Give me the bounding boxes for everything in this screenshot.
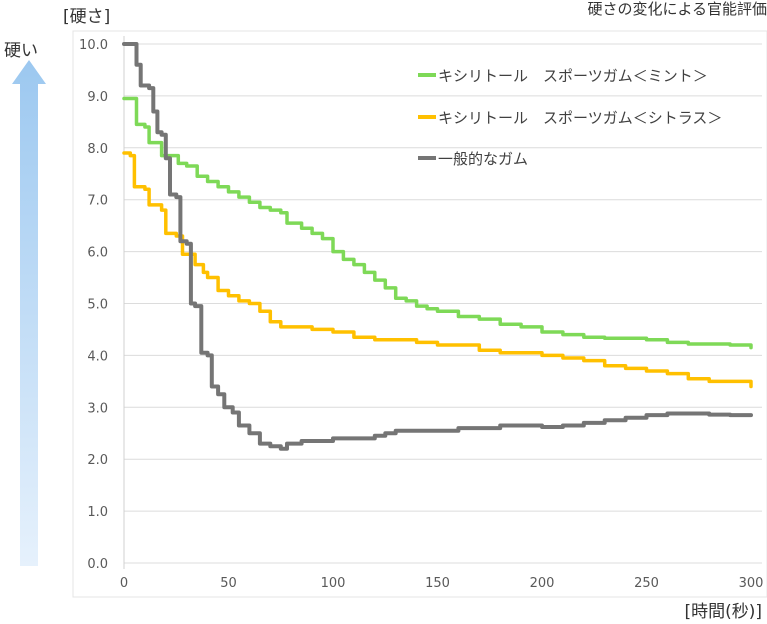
x-tick-label: 150 xyxy=(425,576,450,591)
y-axis-title: [硬さ] xyxy=(63,7,110,27)
hardness-arrow-icon xyxy=(12,60,46,566)
y-tick-label: 8.0 xyxy=(87,142,108,157)
legend-label: キシリトール スポーツガム＜ミント＞ xyxy=(438,67,708,85)
y-tick-label: 6.0 xyxy=(87,246,108,261)
y-tick-label: 0.0 xyxy=(87,557,108,572)
series-line-2 xyxy=(122,151,753,389)
y-tick-label: 1.0 xyxy=(87,505,108,520)
y-tick-label: 4.0 xyxy=(87,349,108,364)
y-tick-label: 7.0 xyxy=(87,194,108,209)
x-tick-label: 300 xyxy=(739,576,764,591)
series-line-1 xyxy=(122,96,753,350)
y-tick-label: 3.0 xyxy=(87,401,108,416)
y-tick-labels: 0.0 1.0 2.0 3.0 4.0 5.0 6.0 7.0 8.0 9.0 10.0 xyxy=(79,38,108,572)
y-tick-label: 2.0 xyxy=(87,453,108,468)
y-tick-label: 9.0 xyxy=(87,90,108,105)
x-tick-label: 200 xyxy=(530,576,555,591)
series-line-3 xyxy=(122,42,753,451)
x-axis-title: [時間(秒)] xyxy=(684,602,762,622)
legend: キシリトール スポーツガム＜ミント＞ キシリトール スポーツガム＜シトラス＞ 一般的… xyxy=(418,67,722,168)
x-tick-label: 50 xyxy=(220,576,237,591)
series-lines xyxy=(122,42,753,451)
legend-label: 一般的なガム xyxy=(438,150,528,168)
x-tick-label: 100 xyxy=(321,576,346,591)
x-tick-labels: 0 50 100 150 200 250 300 xyxy=(120,576,764,591)
x-tick-label: 250 xyxy=(634,576,659,591)
x-tick-label: 0 xyxy=(120,576,128,591)
plot-area xyxy=(72,30,767,598)
y-tick-label: 5.0 xyxy=(87,298,108,313)
side-label-hard: 硬い xyxy=(4,41,38,61)
gridlines xyxy=(123,36,762,569)
legend-label: キシリトール スポーツガム＜シトラス＞ xyxy=(438,109,722,127)
top-note: 硬さの変化による官能評価 xyxy=(587,0,767,18)
y-tick-label: 10.0 xyxy=(79,38,108,53)
